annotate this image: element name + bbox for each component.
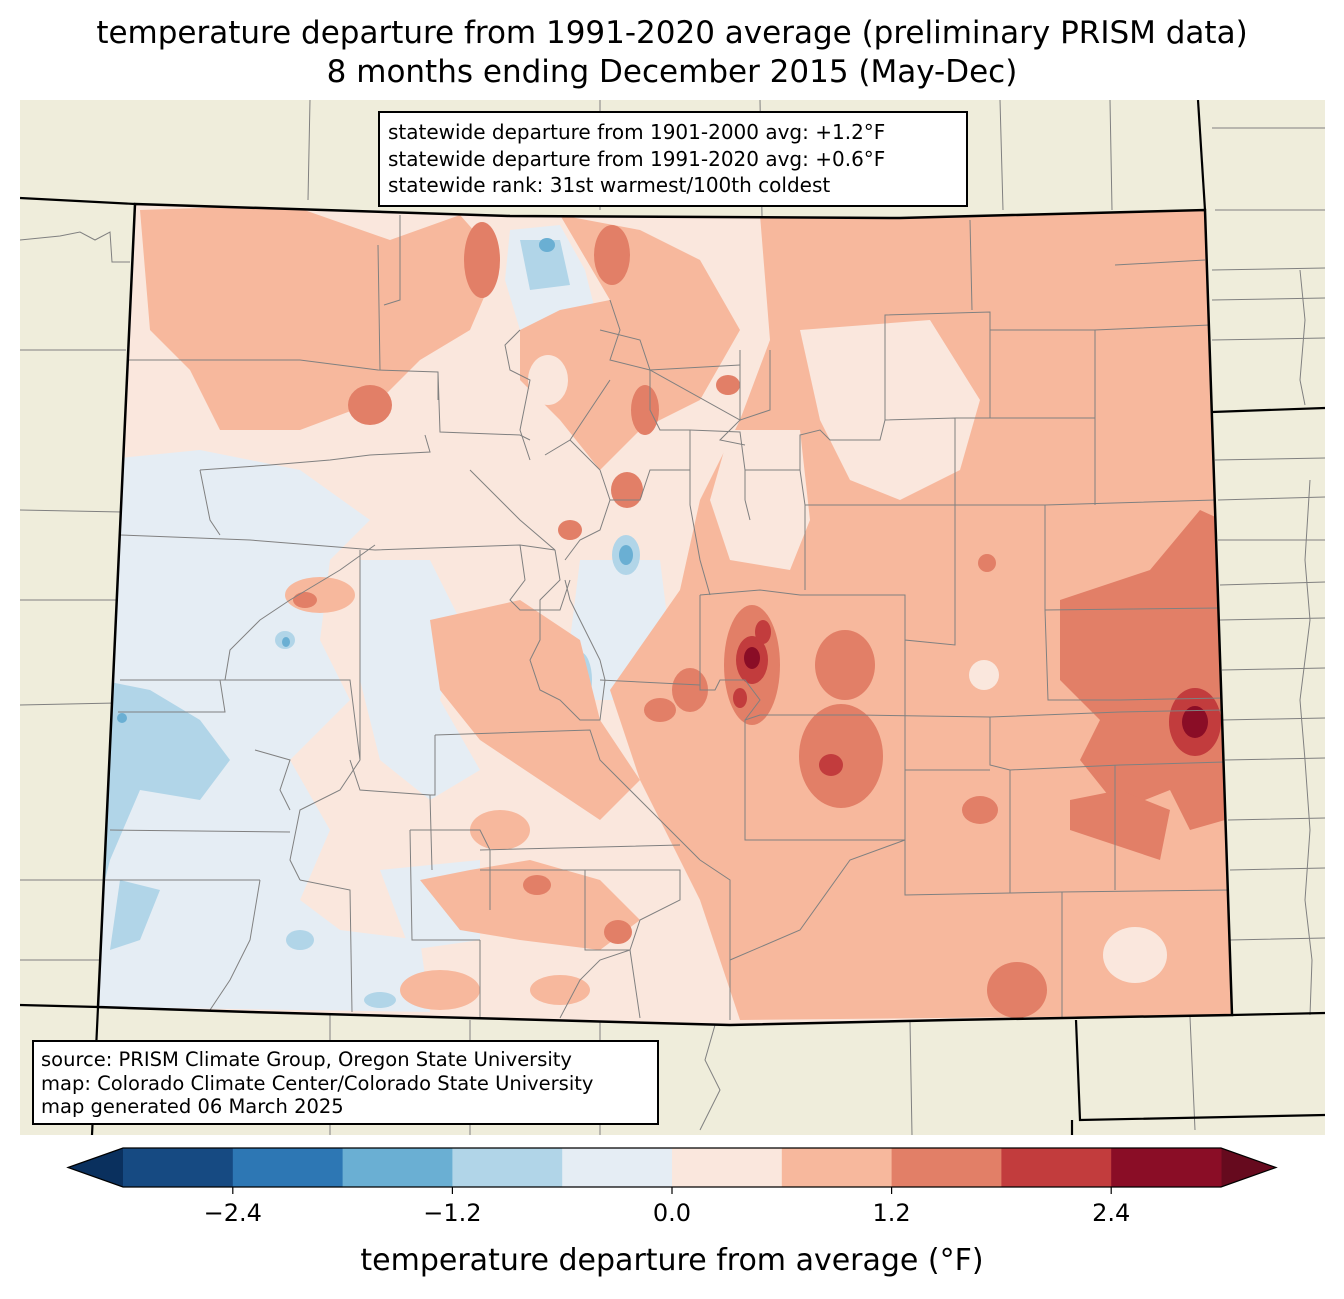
temperature-field (98, 204, 1232, 1025)
field-light-patches (528, 320, 1167, 983)
colorbar-tick-label: 0.0 (653, 1199, 691, 1227)
colorado-state-border (96, 202, 1234, 1027)
colorado-county-lines (105, 215, 1231, 1020)
colorbar-segment (123, 1148, 234, 1187)
source-line-2: map: Colorado Climate Center/Colorado St… (41, 1071, 594, 1095)
colorbar-over-arrow (1221, 1148, 1276, 1187)
colorbar-tick-label: 1.2 (873, 1199, 911, 1227)
colorbar-segment (232, 1148, 344, 1187)
colorbar-segment (562, 1148, 673, 1187)
colorbar-segment (1111, 1148, 1222, 1187)
colorbar-under-arrow (68, 1148, 123, 1187)
colorbar-outline (66, 1147, 1278, 1188)
statewide-stats-box: statewide departure from 1901-2000 avg: … (378, 111, 968, 207)
map-frame (20, 100, 1325, 1135)
map-title: temperature departure from 1991-2020 ave… (0, 14, 1344, 92)
stats-line-2: statewide departure from 1991-2020 avg: … (388, 146, 886, 171)
colorbar-tick-label: −1.2 (423, 1199, 481, 1227)
field-medium-blue-areas (117, 238, 633, 723)
colorbar-segment (1001, 1148, 1112, 1187)
colorado-temperature-map (20, 100, 1325, 1135)
source-box: source: PRISM Climate Group, Oregon Stat… (32, 1040, 659, 1125)
colorbar: −2.4 −1.2 0.0 1.2 2.4 (66, 1147, 1278, 1227)
colorbar-segment (452, 1148, 563, 1187)
colorbar-label: temperature departure from average (°F) (360, 1243, 984, 1278)
colorbar-tick-label: −2.4 (204, 1199, 262, 1227)
colorbar-segment (891, 1148, 1002, 1187)
colorbar-tick-label: 2.4 (1092, 1199, 1130, 1227)
colorbar-segment (781, 1148, 893, 1187)
stats-line-1: statewide departure from 1901-2000 avg: … (388, 120, 886, 144)
colorbar-segment (342, 1148, 453, 1187)
title-line-2: 8 months ending December 2015 (May-Dec) (326, 54, 1018, 90)
field-light-blue-areas (100, 240, 640, 1008)
stats-line-3: statewide rank: 31st warmest/100th colde… (388, 173, 831, 197)
title-line-1: temperature departure from 1991-2020 ave… (96, 15, 1248, 51)
field-darkest-areas (744, 647, 1208, 738)
source-line-1: source: PRISM Climate Group, Oregon Stat… (41, 1048, 572, 1071)
colorbar-segment (672, 1148, 783, 1187)
source-line-3: map generated 06 March 2025 (41, 1095, 344, 1118)
